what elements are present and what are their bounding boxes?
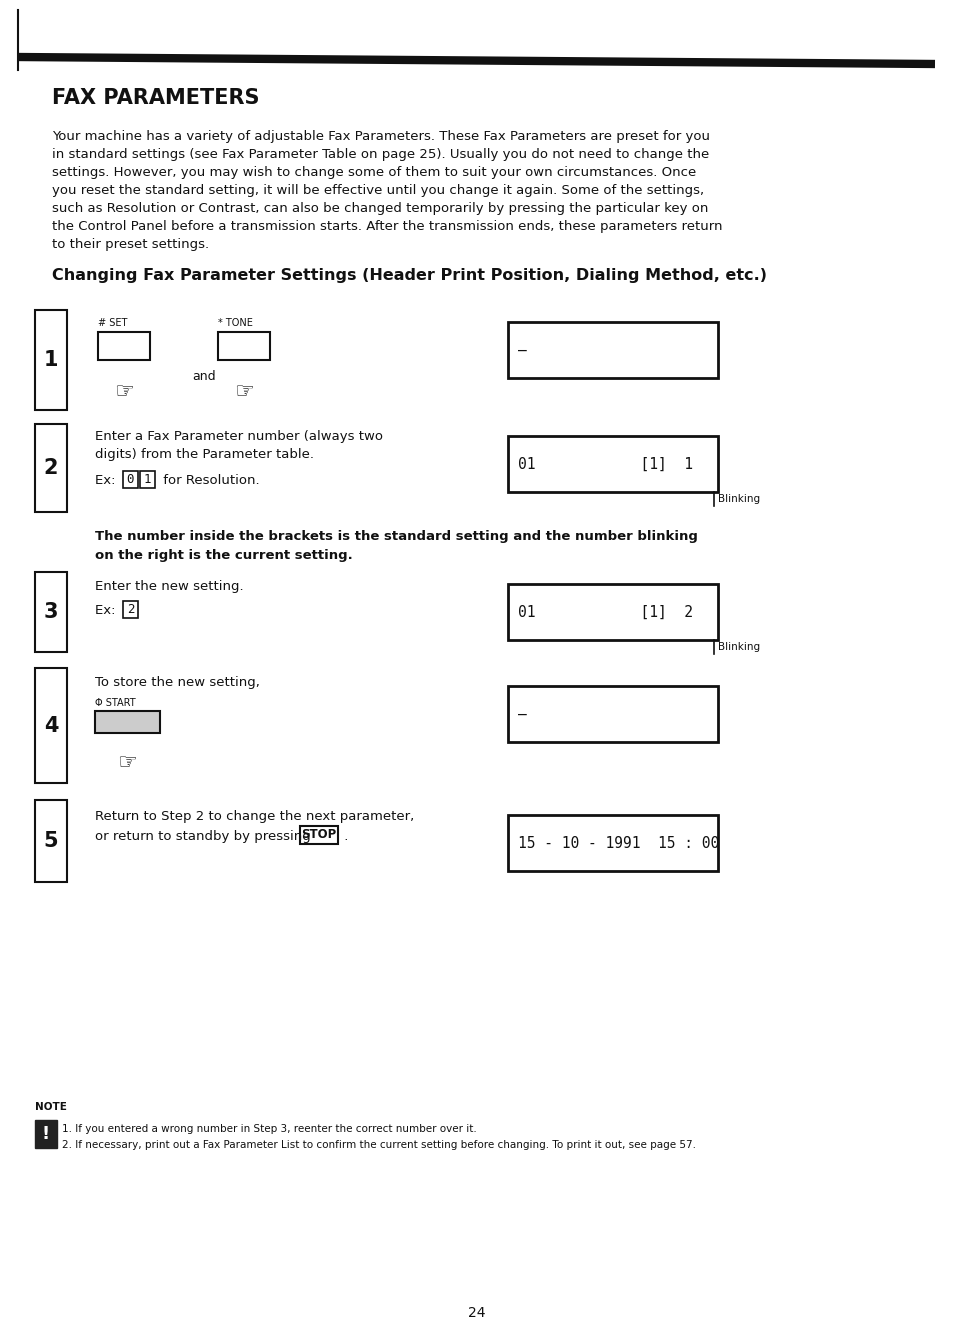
Text: you reset the standard setting, it will be effective until you change it again. : you reset the standard setting, it will … bbox=[52, 184, 703, 197]
Text: such as Resolution or Contrast, can also be changed temporarily by pressing the : such as Resolution or Contrast, can also… bbox=[52, 203, 708, 215]
Text: or return to standby by pressing: or return to standby by pressing bbox=[95, 829, 314, 843]
Bar bbox=[35, 310, 67, 411]
Text: 0: 0 bbox=[127, 472, 134, 486]
Text: Return to Step 2 to change the next parameter,: Return to Step 2 to change the next para… bbox=[95, 811, 414, 823]
Text: 01            [1]  1: 01 [1] 1 bbox=[517, 456, 692, 471]
Text: # SET: # SET bbox=[98, 318, 128, 327]
Bar bbox=[123, 601, 138, 619]
Text: Enter the new setting.: Enter the new setting. bbox=[95, 580, 243, 593]
Bar bbox=[507, 322, 718, 378]
Text: Enter a Fax Parameter number (always two: Enter a Fax Parameter number (always two bbox=[95, 429, 382, 443]
Text: —: — bbox=[517, 342, 526, 357]
Bar bbox=[95, 711, 160, 733]
Text: 5: 5 bbox=[44, 831, 58, 851]
Text: NOTE: NOTE bbox=[35, 1102, 67, 1113]
Text: in standard settings (see Fax Parameter Table on page 25). Usually you do not ne: in standard settings (see Fax Parameter … bbox=[52, 148, 708, 161]
Text: * TONE: * TONE bbox=[218, 318, 253, 327]
Bar bbox=[35, 668, 67, 782]
Text: FAX PARAMETERS: FAX PARAMETERS bbox=[52, 89, 259, 107]
Text: settings. However, you may wish to change some of them to suit your own circumst: settings. However, you may wish to chang… bbox=[52, 166, 696, 178]
Text: The number inside the brackets is the standard setting and the number blinking: The number inside the brackets is the st… bbox=[95, 530, 698, 544]
Bar bbox=[299, 825, 337, 844]
Text: on the right is the current setting.: on the right is the current setting. bbox=[95, 549, 353, 562]
Bar bbox=[140, 471, 154, 488]
Bar bbox=[35, 572, 67, 652]
Text: 2: 2 bbox=[127, 603, 134, 616]
Bar bbox=[35, 424, 67, 513]
Text: ☞: ☞ bbox=[117, 753, 137, 773]
Text: 3: 3 bbox=[44, 603, 58, 621]
Text: To store the new setting,: To store the new setting, bbox=[95, 676, 259, 688]
Text: to their preset settings.: to their preset settings. bbox=[52, 238, 209, 251]
Text: digits) from the Parameter table.: digits) from the Parameter table. bbox=[95, 448, 314, 462]
Text: —: — bbox=[517, 706, 526, 722]
Bar bbox=[98, 331, 150, 360]
Text: Changing Fax Parameter Settings (Header Print Position, Dialing Method, etc.): Changing Fax Parameter Settings (Header … bbox=[52, 268, 766, 283]
Text: Φ START: Φ START bbox=[95, 698, 135, 709]
Text: 1: 1 bbox=[144, 472, 152, 486]
Text: 15 - 10 - 1991  15 : 00: 15 - 10 - 1991 15 : 00 bbox=[517, 836, 719, 851]
Text: 4: 4 bbox=[44, 715, 58, 735]
Text: 01            [1]  2: 01 [1] 2 bbox=[517, 604, 692, 620]
Text: 24: 24 bbox=[468, 1306, 485, 1321]
Text: ☞: ☞ bbox=[113, 382, 133, 403]
Text: !: ! bbox=[42, 1125, 50, 1143]
Bar bbox=[507, 815, 718, 871]
Text: the Control Panel before a transmission starts. After the transmission ends, the: the Control Panel before a transmission … bbox=[52, 220, 721, 234]
Text: Blinking: Blinking bbox=[718, 641, 760, 652]
Text: 1. If you entered a wrong number in Step 3, reenter the correct number over it.: 1. If you entered a wrong number in Step… bbox=[62, 1125, 476, 1134]
Text: for Resolution.: for Resolution. bbox=[159, 474, 259, 487]
Text: 2. If necessary, print out a Fax Parameter List to confirm the current setting b: 2. If necessary, print out a Fax Paramet… bbox=[62, 1139, 696, 1150]
Bar bbox=[218, 331, 270, 360]
Text: Your machine has a variety of adjustable Fax Parameters. These Fax Parameters ar: Your machine has a variety of adjustable… bbox=[52, 130, 709, 144]
Bar bbox=[507, 584, 718, 640]
Text: ☞: ☞ bbox=[233, 382, 253, 403]
Text: Ex:: Ex: bbox=[95, 474, 120, 487]
Text: Blinking: Blinking bbox=[718, 494, 760, 505]
Bar bbox=[123, 471, 138, 488]
Text: STOP: STOP bbox=[301, 828, 336, 841]
Bar bbox=[35, 1121, 57, 1147]
Bar bbox=[507, 436, 718, 493]
Bar bbox=[35, 800, 67, 882]
Text: Ex:: Ex: bbox=[95, 604, 120, 617]
Bar bbox=[507, 686, 718, 742]
Text: .: . bbox=[339, 829, 348, 843]
Text: 2: 2 bbox=[44, 458, 58, 478]
Text: and: and bbox=[192, 370, 215, 382]
Text: 1: 1 bbox=[44, 350, 58, 370]
